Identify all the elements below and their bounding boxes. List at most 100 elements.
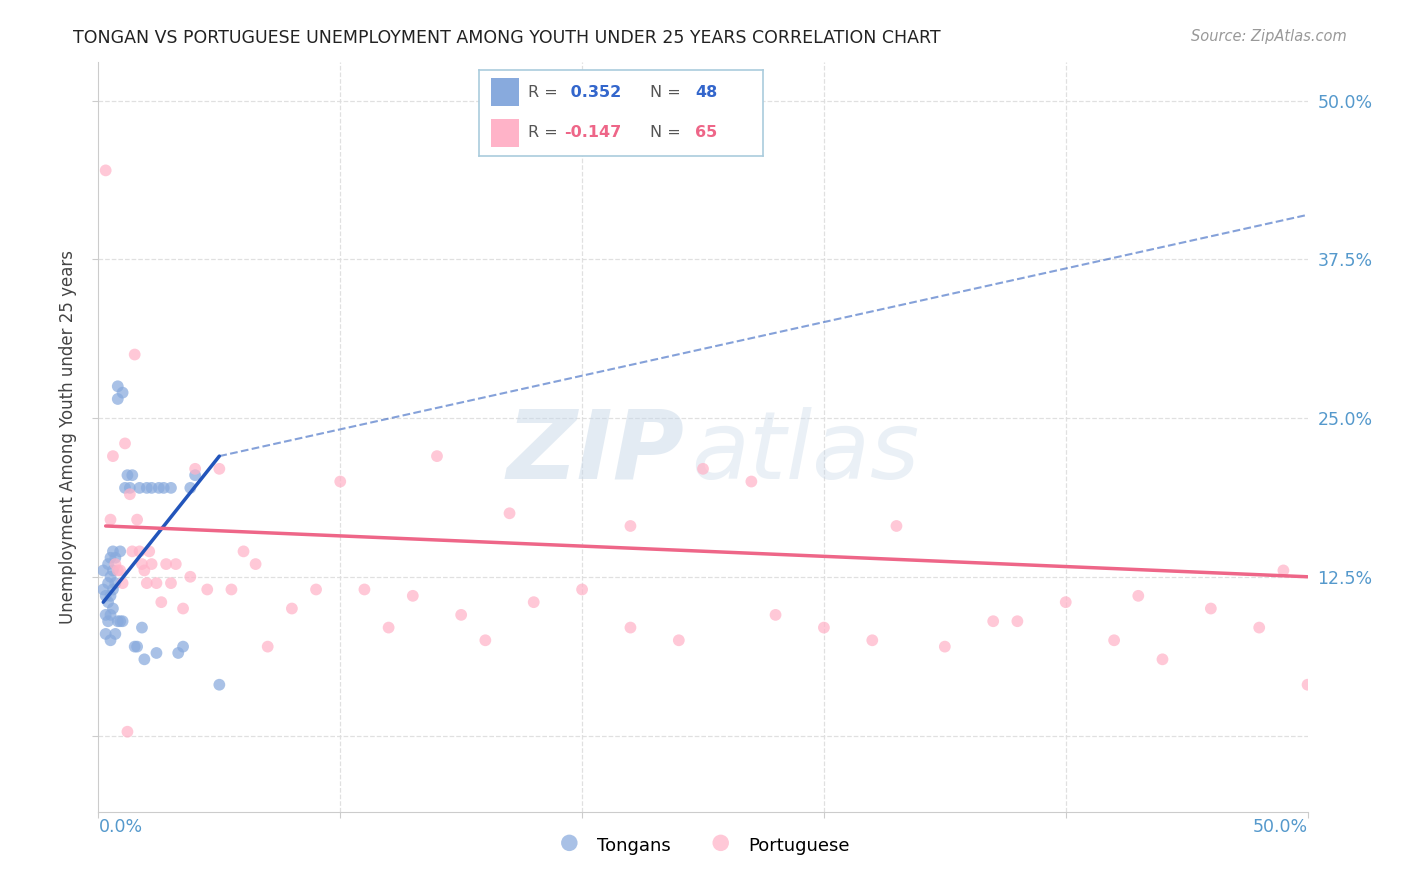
- Point: [91, 582, 114, 597]
- Text: atlas: atlas: [690, 407, 920, 498]
- Point: [135, 576, 157, 591]
- Point: [97, 614, 120, 628]
- Y-axis label: Unemployment Among Youth under 25 years: Unemployment Among Youth under 25 years: [59, 250, 77, 624]
- Point: [97, 595, 120, 609]
- Text: ZIP: ZIP: [508, 406, 685, 499]
- Point: [232, 544, 254, 558]
- Point: [101, 563, 124, 577]
- Point: [145, 646, 167, 660]
- Point: [107, 563, 129, 577]
- Point: [934, 640, 956, 654]
- Point: [1128, 589, 1150, 603]
- Point: [127, 513, 149, 527]
- Point: [128, 481, 150, 495]
- Point: [981, 614, 1004, 628]
- Point: [765, 607, 787, 622]
- Point: [124, 347, 146, 361]
- Point: [135, 481, 157, 495]
- Point: [886, 519, 908, 533]
- Point: [134, 563, 156, 577]
- Point: [141, 557, 163, 571]
- Point: [114, 436, 136, 450]
- Point: [101, 601, 124, 615]
- Point: [114, 481, 136, 495]
- Point: [523, 595, 546, 609]
- Point: [117, 468, 139, 483]
- Point: [377, 621, 399, 635]
- Point: [1102, 633, 1125, 648]
- Point: [184, 468, 207, 483]
- Point: [329, 475, 352, 489]
- Point: [97, 557, 120, 571]
- Point: [172, 640, 194, 654]
- Point: [117, 724, 139, 739]
- Point: [1007, 614, 1029, 628]
- Text: TONGAN VS PORTUGUESE UNEMPLOYMENT AMONG YOUTH UNDER 25 YEARS CORRELATION CHART: TONGAN VS PORTUGUESE UNEMPLOYMENT AMONG …: [73, 29, 941, 46]
- Point: [160, 576, 183, 591]
- Point: [619, 519, 641, 533]
- Point: [121, 544, 143, 558]
- Point: [1296, 678, 1319, 692]
- Point: [172, 601, 194, 615]
- Point: [94, 589, 117, 603]
- Point: [305, 582, 328, 597]
- Point: [108, 563, 131, 577]
- Point: [118, 487, 141, 501]
- Point: [692, 462, 714, 476]
- Point: [165, 557, 187, 571]
- Point: [107, 379, 129, 393]
- Point: [100, 607, 122, 622]
- Point: [1054, 595, 1077, 609]
- Point: [108, 544, 131, 558]
- Point: [104, 550, 127, 565]
- Point: [145, 576, 167, 591]
- Point: [111, 385, 134, 400]
- Text: 50.0%: 50.0%: [1253, 818, 1308, 836]
- Point: [127, 640, 149, 654]
- Point: [94, 607, 117, 622]
- Point: [131, 557, 153, 571]
- Point: [1249, 621, 1271, 635]
- Point: [245, 557, 267, 571]
- Point: [108, 614, 131, 628]
- Point: [179, 570, 201, 584]
- Point: [160, 481, 183, 495]
- Point: [111, 614, 134, 628]
- Point: [195, 582, 218, 597]
- Point: [1272, 563, 1295, 577]
- Point: [104, 627, 127, 641]
- Point: [860, 633, 883, 648]
- Point: [152, 481, 174, 495]
- Point: [100, 513, 122, 527]
- Point: [167, 646, 190, 660]
- Point: [100, 550, 122, 565]
- Point: [107, 614, 129, 628]
- Point: [107, 392, 129, 406]
- Text: 0.0%: 0.0%: [98, 818, 142, 836]
- Point: [101, 582, 124, 597]
- Point: [101, 449, 124, 463]
- Point: [450, 607, 472, 622]
- Point: [740, 475, 762, 489]
- Point: [148, 481, 170, 495]
- Point: [426, 449, 449, 463]
- Point: [668, 633, 690, 648]
- Point: [100, 633, 122, 648]
- Point: [100, 589, 122, 603]
- Point: [94, 627, 117, 641]
- Point: [94, 163, 117, 178]
- Point: [281, 601, 304, 615]
- Point: [184, 462, 207, 476]
- Point: [131, 621, 153, 635]
- Point: [138, 544, 160, 558]
- Point: [1152, 652, 1174, 666]
- Point: [101, 544, 124, 558]
- Point: [208, 678, 231, 692]
- Point: [498, 506, 520, 520]
- Point: [619, 621, 641, 635]
- Point: [124, 640, 146, 654]
- Point: [91, 563, 114, 577]
- Point: [111, 576, 134, 591]
- Point: [221, 582, 243, 597]
- Point: [256, 640, 278, 654]
